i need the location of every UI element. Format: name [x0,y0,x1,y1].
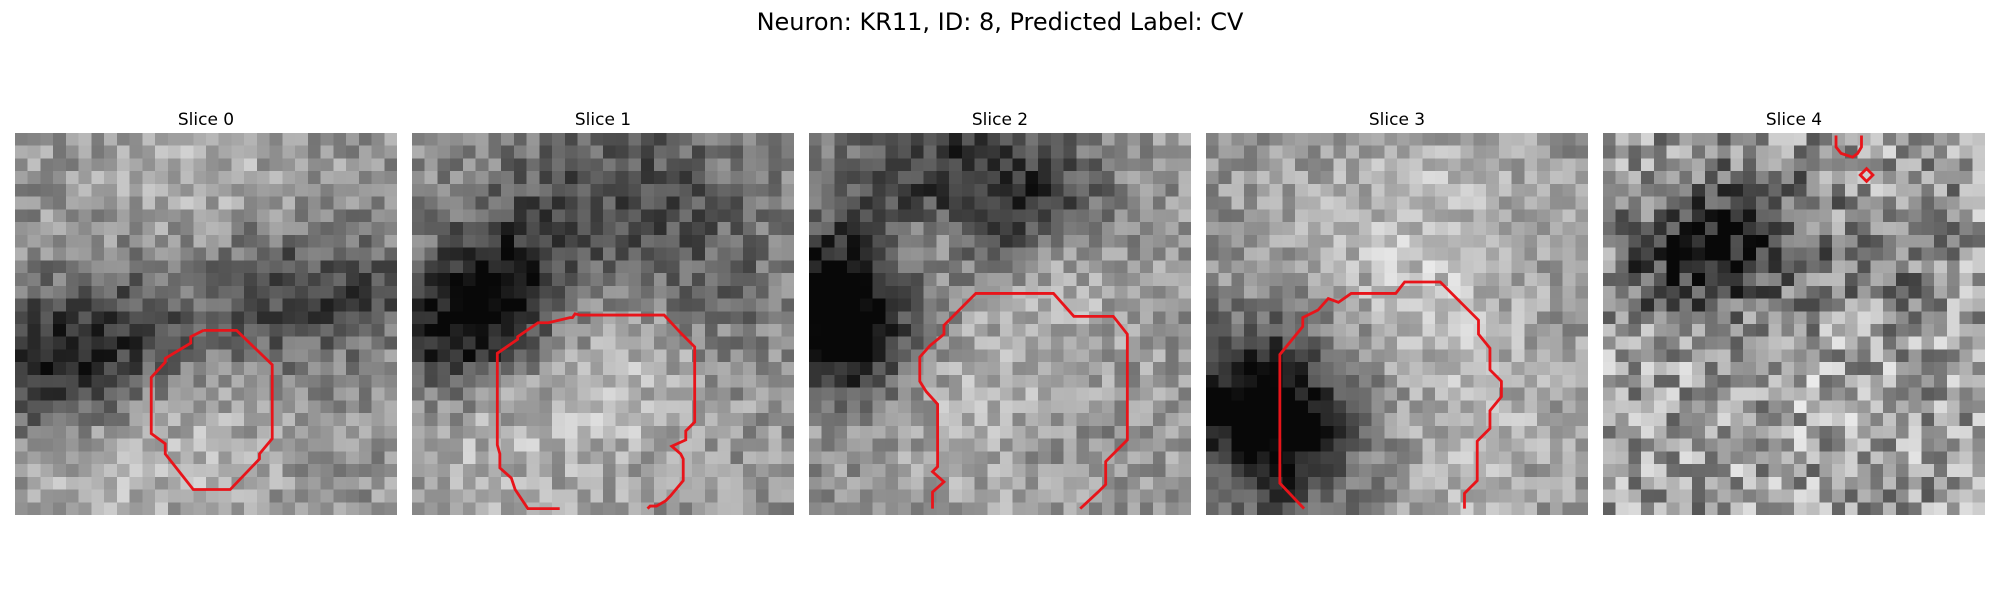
slice-title-0: Slice 0 [177,110,235,130]
slice-image-0 [15,133,397,515]
slice-2-contour [918,292,1129,510]
figure-title: Neuron: KR11, ID: 8, Predicted Label: CV [756,8,1244,36]
slice-image-4 [1603,133,1985,515]
slice-panel-1: Slice 1 [412,109,794,515]
slice-panel-3: Slice 3 [1206,109,1588,515]
slice-3-contour [1278,280,1503,510]
slice-title-4: Slice 4 [1765,110,1823,130]
slice-image-1 [412,133,794,515]
slice-title-1: Slice 1 [574,110,632,130]
slice-panel-4: Slice 4 [1603,109,1985,515]
slice-4-contour-arc [1834,135,1863,159]
slice-0-contour [149,328,274,491]
slice-image-2 [809,133,1191,515]
slice-title-2: Slice 2 [971,110,1029,130]
slice-1-contour [495,312,697,511]
slice-title-3: Slice 3 [1368,110,1426,130]
slice-panel-0: Slice 0 [15,109,397,515]
slice-4-contour-diamond [1858,166,1875,184]
slice-panel-2: Slice 2 [809,109,1191,515]
slice-image-3 [1206,133,1588,515]
